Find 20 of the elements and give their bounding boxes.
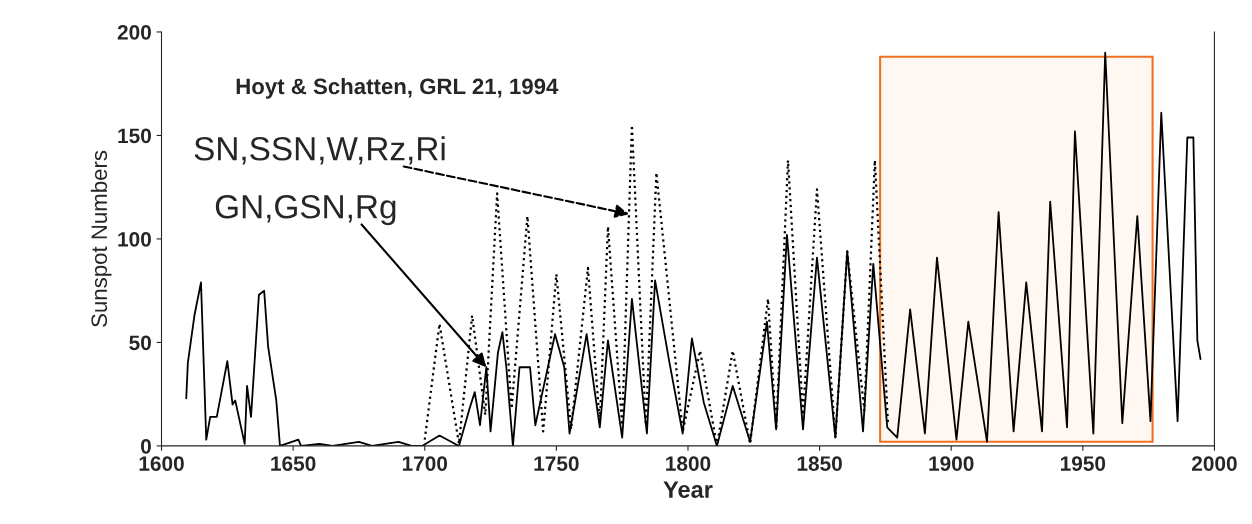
x-axis-title: Year [663,481,713,498]
y-tick-label: 0 [141,438,151,454]
x-tick-label: 1650 [271,456,316,471]
x-tick-label: 1850 [797,456,842,471]
x-tick-label: 1950 [1060,456,1106,471]
x-tick-label: 1600 [139,456,184,471]
annotation: Hoyt & Schatten, GRL 21, 1994 [236,77,559,99]
y-axis-title: Sunspot Numbers [90,150,112,327]
y-tick-label: 200 [117,24,151,40]
annotation: SN,SSN,W,Rz,Ri [194,136,445,165]
x-tick-label: 2000 [1191,456,1237,471]
annotation: GN,GSN,Rg [215,194,396,226]
x-tick-label: 1800 [666,456,711,471]
x-tick-label: 1700 [402,456,448,471]
y-tick-label: 50 [129,335,151,351]
x-tick-label: 1750 [534,456,579,471]
y-tick-label: 100 [118,231,151,247]
x-tick-label: 1900 [929,456,974,471]
line-series [185,51,1202,446]
y-tick-label: 150 [118,128,151,144]
